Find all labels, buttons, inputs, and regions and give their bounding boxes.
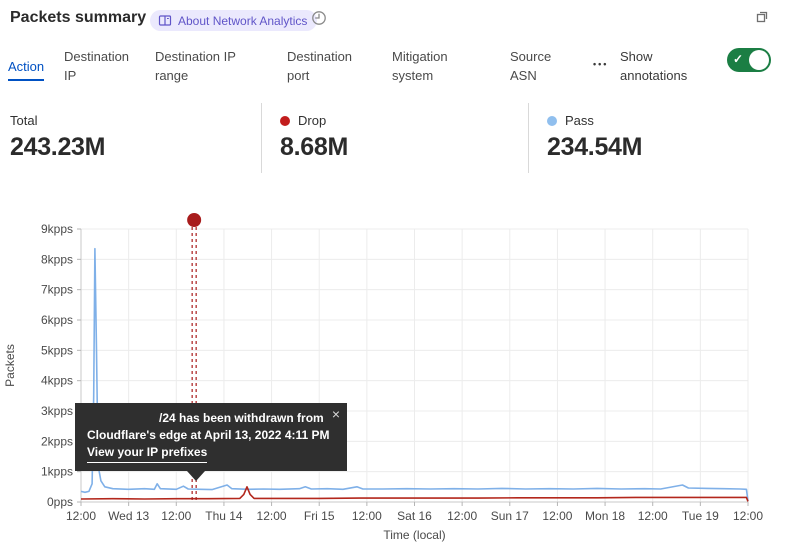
x-tick-label: Sat 16	[397, 509, 432, 523]
y-tick-label: 3kpps	[41, 404, 73, 418]
tooltip-line2: Cloudflare's edge at April 13, 2022 4:11…	[87, 428, 330, 442]
y-tick-label: 9kpps	[41, 222, 73, 236]
tab-source-asn[interactable]: Source ASN	[510, 49, 552, 83]
annotation-marker[interactable]	[187, 213, 202, 227]
tab-action[interactable]: Action	[8, 57, 45, 81]
x-tick-label: Sun 17	[491, 509, 529, 523]
page-title: Packets summary	[10, 9, 147, 26]
x-tick-label: 12:00	[161, 509, 191, 523]
y-axis-title: Packets	[3, 344, 17, 387]
stat-drop: Drop 8.68M	[261, 103, 527, 173]
y-tick-label: 6kpps	[41, 313, 73, 327]
stat-total-label: Total	[10, 113, 38, 128]
x-axis-title: Time (local)	[383, 528, 445, 542]
tooltip-line1: /24 has been withdrawn from	[159, 411, 324, 425]
x-tick-label: 12:00	[638, 509, 668, 523]
x-tick-label: 12:00	[66, 509, 96, 523]
expand-icon[interactable]	[755, 9, 770, 24]
about-badge-label: About Network Analytics	[178, 13, 308, 28]
stat-pass: Pass 234.54M	[528, 103, 785, 173]
show-annotations-label: Show annotations	[620, 49, 688, 83]
series-drop-line	[80, 485, 749, 502]
stat-drop-label: Drop	[298, 113, 327, 128]
tab-destination-ip[interactable]: Destination IP	[64, 49, 130, 83]
x-tick-label: Tue 19	[682, 509, 719, 523]
tooltip-ip-prefixes-link[interactable]: View your IP prefixes	[87, 444, 208, 463]
x-tick-label: Wed 13	[108, 509, 149, 523]
annotations-toggle[interactable]: ✓	[727, 48, 771, 72]
y-tick-label: 8kpps	[41, 252, 73, 266]
x-tick-label: 12:00	[542, 509, 572, 523]
y-tick-label: 1kpps	[41, 465, 73, 479]
drop-dot	[280, 115, 290, 126]
stat-total-value: 243.23M	[10, 133, 106, 161]
y-tick-label: 7kpps	[41, 283, 73, 297]
series-pass-line	[80, 247, 749, 501]
y-tick-label: 0pps	[47, 495, 73, 509]
y-tick-label: 4kpps	[41, 374, 73, 388]
time-range-icon	[312, 11, 326, 25]
toggle-knob	[749, 50, 769, 70]
tab-destination-ip-range[interactable]: Destination IP range	[155, 49, 236, 83]
x-tick-label: 12:00	[733, 509, 763, 523]
y-tick-label: 5kpps	[41, 343, 73, 357]
x-tick-label: 12:00	[257, 509, 287, 523]
tooltip-close-icon[interactable]: ×	[331, 406, 340, 422]
tab-destination-port[interactable]: Destination port	[287, 49, 353, 83]
tab-mitigation-system[interactable]: Mitigation system	[392, 49, 448, 83]
y-tick-label: 2kpps	[41, 434, 73, 448]
stat-pass-label: Pass	[565, 113, 594, 128]
x-tick-label: Thu 14	[205, 509, 243, 523]
annotation-tooltip: × /24 has been withdrawn from Cloudflare…	[75, 403, 347, 481]
x-tick-label: 12:00	[447, 509, 477, 523]
toggle-check-icon: ✓	[733, 52, 744, 66]
pass-dot	[547, 115, 557, 126]
x-tick-label: Mon 18	[585, 509, 625, 523]
packets-chart: 0pps 1kpps 2kpps 3kpps 4kpps 5kpps 6kpps 7kpps 8…	[3, 213, 763, 542]
book-icon	[158, 15, 172, 26]
x-tick-label: Fri 15	[304, 509, 335, 523]
stat-drop-value: 8.68M	[280, 133, 348, 161]
stat-pass-value: 234.54M	[547, 133, 643, 161]
about-network-analytics-badge[interactable]: About Network Analytics	[150, 10, 318, 31]
stat-total: Total 243.23M	[0, 103, 260, 173]
x-tick-label: 12:00	[352, 509, 382, 523]
more-tabs-icon[interactable]: •••	[593, 59, 609, 69]
